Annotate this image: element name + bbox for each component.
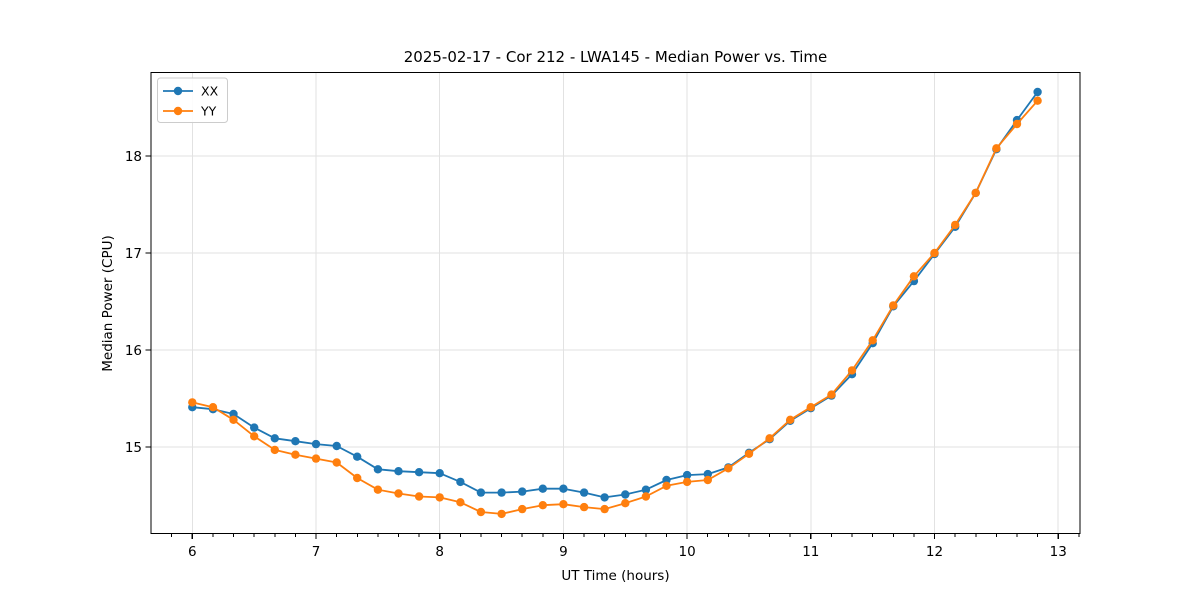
tick-labels: 6 7 8 9 10 11 12 13 15 16 17 18 xyxy=(125,149,1067,560)
y-tick-label: 15 xyxy=(125,440,142,456)
data-point-xx xyxy=(373,465,383,474)
data-point-yy xyxy=(621,499,630,508)
data-point-xx xyxy=(250,423,259,432)
data-point-yy xyxy=(847,366,857,375)
series-line-xx xyxy=(192,91,1039,499)
data-point-xx xyxy=(435,469,444,478)
x-tick-label: 9 xyxy=(559,544,568,560)
grid-lines xyxy=(151,72,1080,534)
x-tick-label: 6 xyxy=(188,544,197,560)
data-point-yy xyxy=(703,475,712,485)
data-point-xx xyxy=(311,439,321,449)
data-point-xx xyxy=(270,434,279,443)
y-tick-label: 16 xyxy=(125,343,142,359)
x-tick-label: 13 xyxy=(1050,544,1067,560)
data-point-xx xyxy=(456,477,465,487)
data-point-xx xyxy=(414,468,424,477)
data-point-yy xyxy=(641,492,651,501)
data-point-yy xyxy=(538,501,547,510)
legend-marker-icon xyxy=(173,106,183,116)
data-point-yy xyxy=(827,390,836,399)
legend-label: XX xyxy=(201,83,219,98)
data-point-yy xyxy=(868,336,877,345)
data-point-yy xyxy=(229,415,238,424)
x-tick-label: 8 xyxy=(435,544,444,560)
data-point-yy xyxy=(600,504,609,514)
data-point-yy xyxy=(208,403,218,412)
data-point-xx xyxy=(229,409,238,419)
series-line-yy xyxy=(192,100,1039,515)
y-tick-label: 17 xyxy=(125,246,142,262)
legend-label: YY xyxy=(200,103,217,118)
data-point-xx xyxy=(559,484,568,493)
data-point-yy xyxy=(414,492,424,501)
x-tick-label: 10 xyxy=(679,544,696,560)
data-point-yy xyxy=(476,507,486,517)
data-point-yy xyxy=(291,450,300,459)
data-point-yy xyxy=(724,464,733,473)
data-point-xx xyxy=(662,475,671,485)
legend-marker-icon xyxy=(173,86,183,96)
data-point-xx xyxy=(538,484,547,493)
data-point-yy xyxy=(373,485,383,494)
data-point-yy xyxy=(311,454,321,463)
chart-title: 2025-02-17 - Cor 212 - LWA145 - Median P… xyxy=(404,48,828,66)
data-point-xx xyxy=(579,488,589,497)
data-point-yy xyxy=(394,489,403,498)
data-point-yy xyxy=(559,500,568,509)
data-point-yy xyxy=(1033,96,1042,105)
data-point-xx xyxy=(600,493,609,502)
data-point-xx xyxy=(394,467,403,476)
data-point-xx xyxy=(476,488,486,497)
x-axis-label: UT Time (hours) xyxy=(561,568,669,584)
data-point-yy xyxy=(682,477,692,487)
data-point-xx xyxy=(703,469,712,479)
data-point-yy xyxy=(579,502,589,512)
data-point-yy xyxy=(270,445,279,455)
data-point-xx xyxy=(641,485,651,494)
data-point-xx xyxy=(518,487,527,496)
data-point-yy xyxy=(992,144,1001,153)
data-point-yy xyxy=(250,432,259,441)
data-point-yy xyxy=(765,434,774,443)
x-tick-label: 11 xyxy=(802,544,819,560)
data-point-yy xyxy=(332,458,341,467)
data-point-xx xyxy=(332,441,341,451)
axis-ticks xyxy=(145,155,1080,540)
data-point-yy xyxy=(1012,119,1022,129)
data-point-xx xyxy=(621,490,630,499)
data-point-yy xyxy=(456,498,465,507)
data-point-yy xyxy=(889,301,898,310)
y-tick-label: 18 xyxy=(125,149,142,165)
data-point-yy xyxy=(930,248,939,258)
data-point-yy xyxy=(518,504,527,514)
data-point-xx xyxy=(497,488,506,497)
data-point-xx xyxy=(353,452,362,461)
data-point-xx xyxy=(1033,87,1042,97)
data-point-yy xyxy=(806,403,815,412)
data-point-xx xyxy=(682,470,692,480)
data-point-yy xyxy=(951,220,960,230)
data-point-yy xyxy=(353,473,362,483)
data-point-yy xyxy=(971,188,980,198)
y-axis-label: Median Power (CPU) xyxy=(100,235,116,371)
plot-border xyxy=(150,72,1081,535)
x-tick-label: 12 xyxy=(926,544,943,560)
data-point-yy xyxy=(188,398,197,407)
data-point-yy xyxy=(435,493,444,502)
legend: XX YY xyxy=(157,77,228,123)
data-point-yy xyxy=(662,481,671,490)
x-tick-label: 7 xyxy=(312,544,321,560)
data-point-xx xyxy=(291,437,300,446)
data-point-yy xyxy=(909,272,919,281)
data-point-yy xyxy=(744,449,754,458)
data-point-yy xyxy=(786,415,795,424)
series-group xyxy=(188,87,1042,519)
data-point-yy xyxy=(497,509,506,519)
